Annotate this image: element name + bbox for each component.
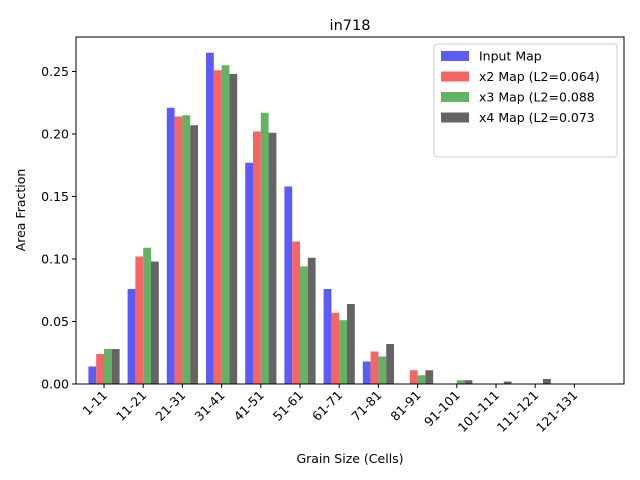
y-tick-label: 0.05	[41, 314, 69, 329]
bar	[96, 354, 104, 384]
bar	[213, 70, 222, 384]
bar	[151, 261, 159, 384]
bar	[190, 125, 198, 384]
y-tick-label: 0.20	[41, 127, 69, 142]
bar	[409, 370, 418, 384]
bar	[245, 162, 253, 384]
x-axis: 1-11 11-21 21-31 31-41 41-51 51-61 61-71 71-81 8…	[79, 384, 581, 436]
bar	[260, 112, 269, 384]
x-tick-label: 21-31	[152, 388, 188, 424]
bar	[300, 266, 308, 384]
bar	[166, 107, 175, 384]
bar	[284, 186, 293, 384]
y-tick-label: 0.15	[41, 189, 69, 204]
legend-label: x2 Map (L2=0.064)	[479, 69, 600, 84]
bar	[127, 289, 136, 384]
x-tick-label: 101-111	[455, 388, 503, 436]
y-axis: 0.00 0.05 0.10 0.15 0.20 0.25	[41, 64, 76, 392]
bar	[111, 349, 120, 384]
x-tick-label: 121-131	[533, 388, 581, 436]
bar	[464, 380, 473, 384]
y-tick-label: 0.25	[41, 64, 69, 79]
bar	[253, 131, 261, 384]
bar	[362, 361, 371, 384]
bar	[88, 366, 97, 384]
legend-box	[433, 43, 618, 158]
legend-label: x3 Map (L2=0.088	[479, 90, 595, 105]
y-tick-label: 0.00	[41, 377, 69, 392]
bar	[292, 241, 300, 384]
bar	[182, 115, 191, 384]
bar	[104, 349, 112, 384]
plot-frame	[75, 36, 625, 385]
bar	[543, 379, 551, 384]
bar	[268, 132, 277, 384]
bar	[503, 381, 512, 384]
x-tick-label: 41-51	[231, 388, 267, 424]
bar	[206, 52, 214, 384]
y-axis-label: Area Fraction	[13, 169, 28, 252]
bar	[386, 344, 394, 384]
bar	[417, 375, 426, 384]
bar	[370, 351, 379, 384]
x-tick-label: 11-21	[113, 388, 149, 424]
bar	[135, 256, 144, 384]
bar	[323, 289, 332, 384]
bar	[347, 304, 355, 384]
bar	[378, 356, 387, 384]
x-tick-label: 71-81	[348, 388, 384, 424]
x-tick-label: 1-11	[79, 388, 110, 419]
x-tick-label: 111-121	[494, 388, 542, 436]
x-tick-label: 51-61	[270, 388, 306, 424]
bar	[221, 65, 230, 384]
bar	[174, 116, 183, 384]
bar	[229, 74, 238, 384]
legend-swatch	[441, 112, 469, 123]
x-tick-label: 81-91	[387, 388, 423, 424]
legend-swatch	[441, 71, 469, 82]
y-tick-label: 0.10	[41, 252, 69, 267]
chart-title: in718	[330, 18, 371, 34]
legend-label: x4 Map (L2=0.073	[479, 110, 595, 125]
legend-swatch	[441, 92, 469, 102]
legend: Input Map x2 Map (L2=0.064) x3 Map (L2=0.0…	[433, 43, 618, 158]
legend-swatch	[441, 51, 469, 61]
bar	[307, 257, 316, 384]
bar	[143, 247, 151, 384]
bar	[331, 312, 340, 384]
x-axis-label: Grain Size (Cells)	[296, 451, 403, 466]
x-tick-label: 31-41	[191, 388, 227, 424]
x-tick-label: 61-71	[309, 388, 345, 424]
bar	[339, 320, 347, 384]
bar	[456, 380, 465, 384]
bars-group	[88, 52, 551, 384]
bar	[425, 370, 434, 384]
legend-label: Input Map	[479, 49, 542, 64]
